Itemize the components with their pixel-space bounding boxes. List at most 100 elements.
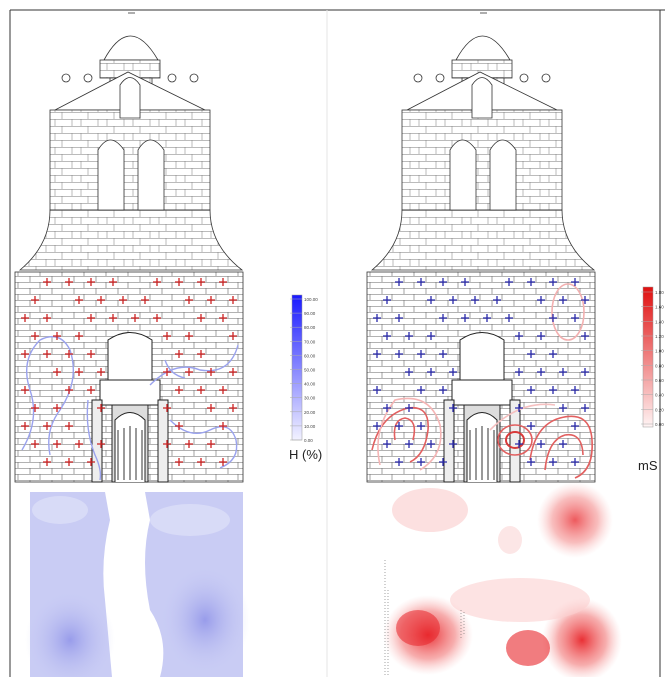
conductivity-measurement-marker xyxy=(559,296,567,304)
conductivity-measurement-marker xyxy=(527,278,535,286)
humidity-measurement-marker xyxy=(43,314,51,322)
humidity-measurement-marker xyxy=(229,404,237,412)
humidity-measurement-marker xyxy=(229,332,237,340)
conductivity-measurement-marker xyxy=(571,278,579,286)
conductivity-measurement-marker xyxy=(505,314,513,322)
conductivity-measurement-marker xyxy=(581,404,589,412)
humidity-measurement-marker xyxy=(197,458,205,466)
humidity-measurement-marker xyxy=(65,458,73,466)
humidity-measurement-marker xyxy=(163,404,171,412)
conductivity-measurement-marker xyxy=(417,458,425,466)
conductivity-measurement-marker xyxy=(439,350,447,358)
humidity-measurement-marker xyxy=(197,314,205,322)
humidity-legend-tick-label: 80.00 xyxy=(304,325,316,330)
conductivity-measurement-marker xyxy=(537,332,545,340)
conductivity-measurement-marker xyxy=(383,332,391,340)
conductivity-measurement-marker xyxy=(581,332,589,340)
right-facade-drawing xyxy=(366,12,596,483)
humidity-measurement-marker xyxy=(219,422,227,430)
conductivity-measurement-marker xyxy=(505,278,513,286)
conductivity-legend-tick-label: 1.60 xyxy=(655,305,664,310)
humidity-measurement-marker xyxy=(75,332,83,340)
humidity-measurement-marker xyxy=(229,368,237,376)
humidity-map xyxy=(25,492,250,677)
conductivity-measurement-marker xyxy=(581,368,589,376)
conductivity-unit-label: mS xyxy=(638,458,658,473)
conductivity-measurement-marker xyxy=(559,440,567,448)
humidity-measurement-marker xyxy=(53,440,61,448)
conductivity-measurement-marker xyxy=(527,422,535,430)
conductivity-measurement-marker xyxy=(373,386,381,394)
conductivity-measurement-marker xyxy=(373,422,381,430)
humidity-measurement-marker xyxy=(75,368,83,376)
humidity-measurement-marker xyxy=(65,278,73,286)
conductivity-measurement-marker xyxy=(449,368,457,376)
conductivity-measurement-marker xyxy=(581,296,589,304)
humidity-measurement-marker xyxy=(185,332,193,340)
humidity-measurement-marker xyxy=(87,314,95,322)
conductivity-measurement-marker xyxy=(559,368,567,376)
conductivity-measurement-marker xyxy=(383,296,391,304)
conductivity-legend-tick-label: 0.80 xyxy=(655,363,664,368)
humidity-measurement-marker xyxy=(97,404,105,412)
humidity-measurement-marker xyxy=(131,314,139,322)
conductivity-measurement-marker xyxy=(527,458,535,466)
conductivity-measurement-marker xyxy=(449,404,457,412)
humidity-measurement-marker xyxy=(53,332,61,340)
humidity-measurement-marker xyxy=(43,458,51,466)
humidity-measurement-marker xyxy=(141,296,149,304)
conductivity-measurement-marker xyxy=(373,350,381,358)
conductivity-measurement-marker xyxy=(439,458,447,466)
conductivity-measurement-marker xyxy=(395,278,403,286)
conductivity-measurement-marker xyxy=(461,278,469,286)
conductivity-measurement-marker xyxy=(405,332,413,340)
conductivity-measurement-marker xyxy=(461,314,469,322)
left-measurement-markers xyxy=(21,278,237,466)
conductivity-legend-tick-label: 1.00 xyxy=(655,349,664,354)
humidity-legend-tick-label: 60.00 xyxy=(304,353,316,358)
humidity-measurement-marker xyxy=(229,296,237,304)
humidity-measurement-marker xyxy=(219,458,227,466)
humidity-measurement-marker xyxy=(43,422,51,430)
humidity-measurement-marker xyxy=(65,386,73,394)
conductivity-legend-tick-label: 1.40 xyxy=(655,319,664,324)
humidity-measurement-marker xyxy=(207,368,215,376)
conductivity-measurement-marker xyxy=(439,386,447,394)
humidity-measurement-marker xyxy=(219,386,227,394)
humidity-measurement-marker xyxy=(53,404,61,412)
conductivity-measurement-marker xyxy=(405,368,413,376)
conductivity-measurement-marker xyxy=(417,350,425,358)
conductivity-measurement-marker xyxy=(515,440,523,448)
humidity-legend-tick-label: 0.00 xyxy=(304,438,313,443)
conductivity-measurement-marker xyxy=(449,296,457,304)
humidity-measurement-marker xyxy=(163,440,171,448)
conductivity-measurement-marker xyxy=(549,350,557,358)
humidity-measurement-marker xyxy=(175,350,183,358)
conductivity-measurement-marker xyxy=(471,296,479,304)
conductivity-measurement-marker xyxy=(483,314,491,322)
humidity-legend-tick-label: 10.00 xyxy=(304,424,316,429)
humidity-measurement-marker xyxy=(97,440,105,448)
humidity-measurement-marker xyxy=(53,368,61,376)
humidity-measurement-marker xyxy=(153,314,161,322)
humidity-measurement-marker xyxy=(185,368,193,376)
conductivity-measurement-marker xyxy=(427,296,435,304)
humidity-legend: 100.00 90.00 80.00 70.00 60.00 50.00 40.00 30.0… xyxy=(289,294,322,462)
humidity-measurement-marker xyxy=(175,386,183,394)
humidity-measurement-marker xyxy=(97,296,105,304)
humidity-measurement-marker xyxy=(109,278,117,286)
humidity-measurement-marker xyxy=(219,314,227,322)
conductivity-measurement-marker xyxy=(417,278,425,286)
humidity-legend-tick-label: 90.00 xyxy=(304,311,316,316)
humidity-unit-label: H (%) xyxy=(289,447,322,462)
conductivity-measurement-marker xyxy=(549,386,557,394)
conductivity-measurement-marker xyxy=(515,368,523,376)
humidity-measurement-marker xyxy=(31,440,39,448)
conductivity-color-bar xyxy=(642,286,654,428)
conductivity-measurement-marker xyxy=(373,314,381,322)
humidity-measurement-marker xyxy=(87,386,95,394)
conductivity-measurement-marker xyxy=(537,296,545,304)
conductivity-measurement-marker xyxy=(405,440,413,448)
conductivity-measurement-marker xyxy=(527,350,535,358)
humidity-measurement-marker xyxy=(31,296,39,304)
